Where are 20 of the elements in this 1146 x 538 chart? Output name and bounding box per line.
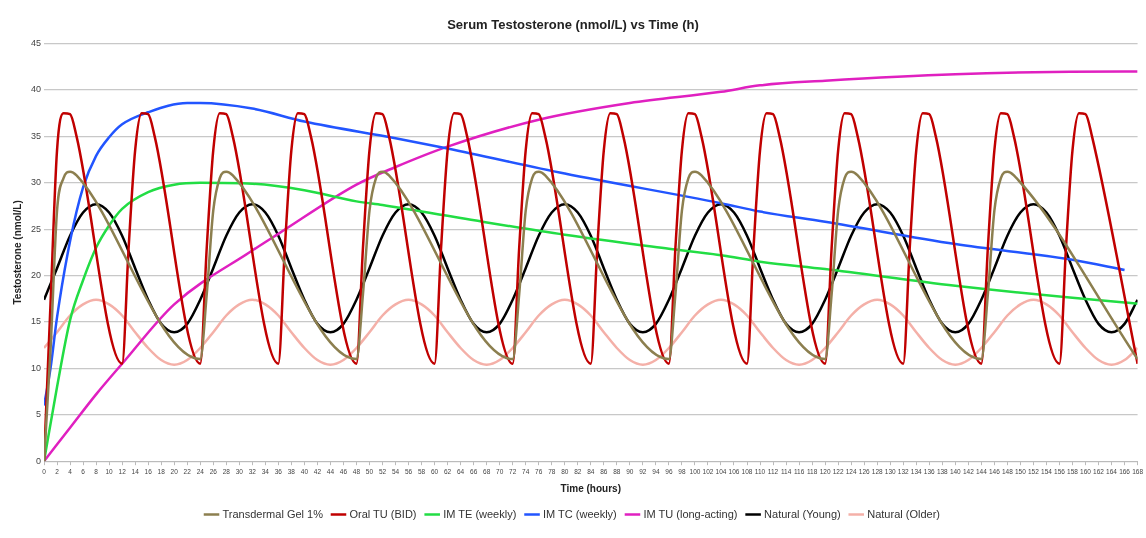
y-tick-label: 35 <box>31 130 42 141</box>
legend-label: Transdermal Gel 1% <box>222 507 324 520</box>
legend-label: Natural (Young) <box>764 507 841 520</box>
y-tick-label: 0 <box>36 455 42 466</box>
chart-title: Serum Testosterone (nmol/L) vs Time (h) <box>447 17 699 33</box>
y-tick-label: 5 <box>36 409 42 420</box>
legend-label: Natural (Older) <box>867 507 940 520</box>
y-tick-label: 25 <box>31 223 42 234</box>
legend-label: IM TE (weekly) <box>443 507 517 520</box>
legend-label: IM TC (weekly) <box>543 507 617 520</box>
y-tick-label: 10 <box>31 362 42 373</box>
y-tick-label: 45 <box>31 38 42 49</box>
legend-label: Oral TU (BID) <box>349 507 417 520</box>
legend-label: IM TU (long-acting) <box>643 507 738 520</box>
y-tick-label: 20 <box>31 270 42 281</box>
y-tick-label: 15 <box>31 316 42 327</box>
x-axis-title: Time (hours) <box>560 482 621 494</box>
y-axis-title: Testosterone (nmol/L) <box>11 200 23 305</box>
y-tick-label: 30 <box>31 177 42 188</box>
y-tick-label: 40 <box>31 84 42 95</box>
